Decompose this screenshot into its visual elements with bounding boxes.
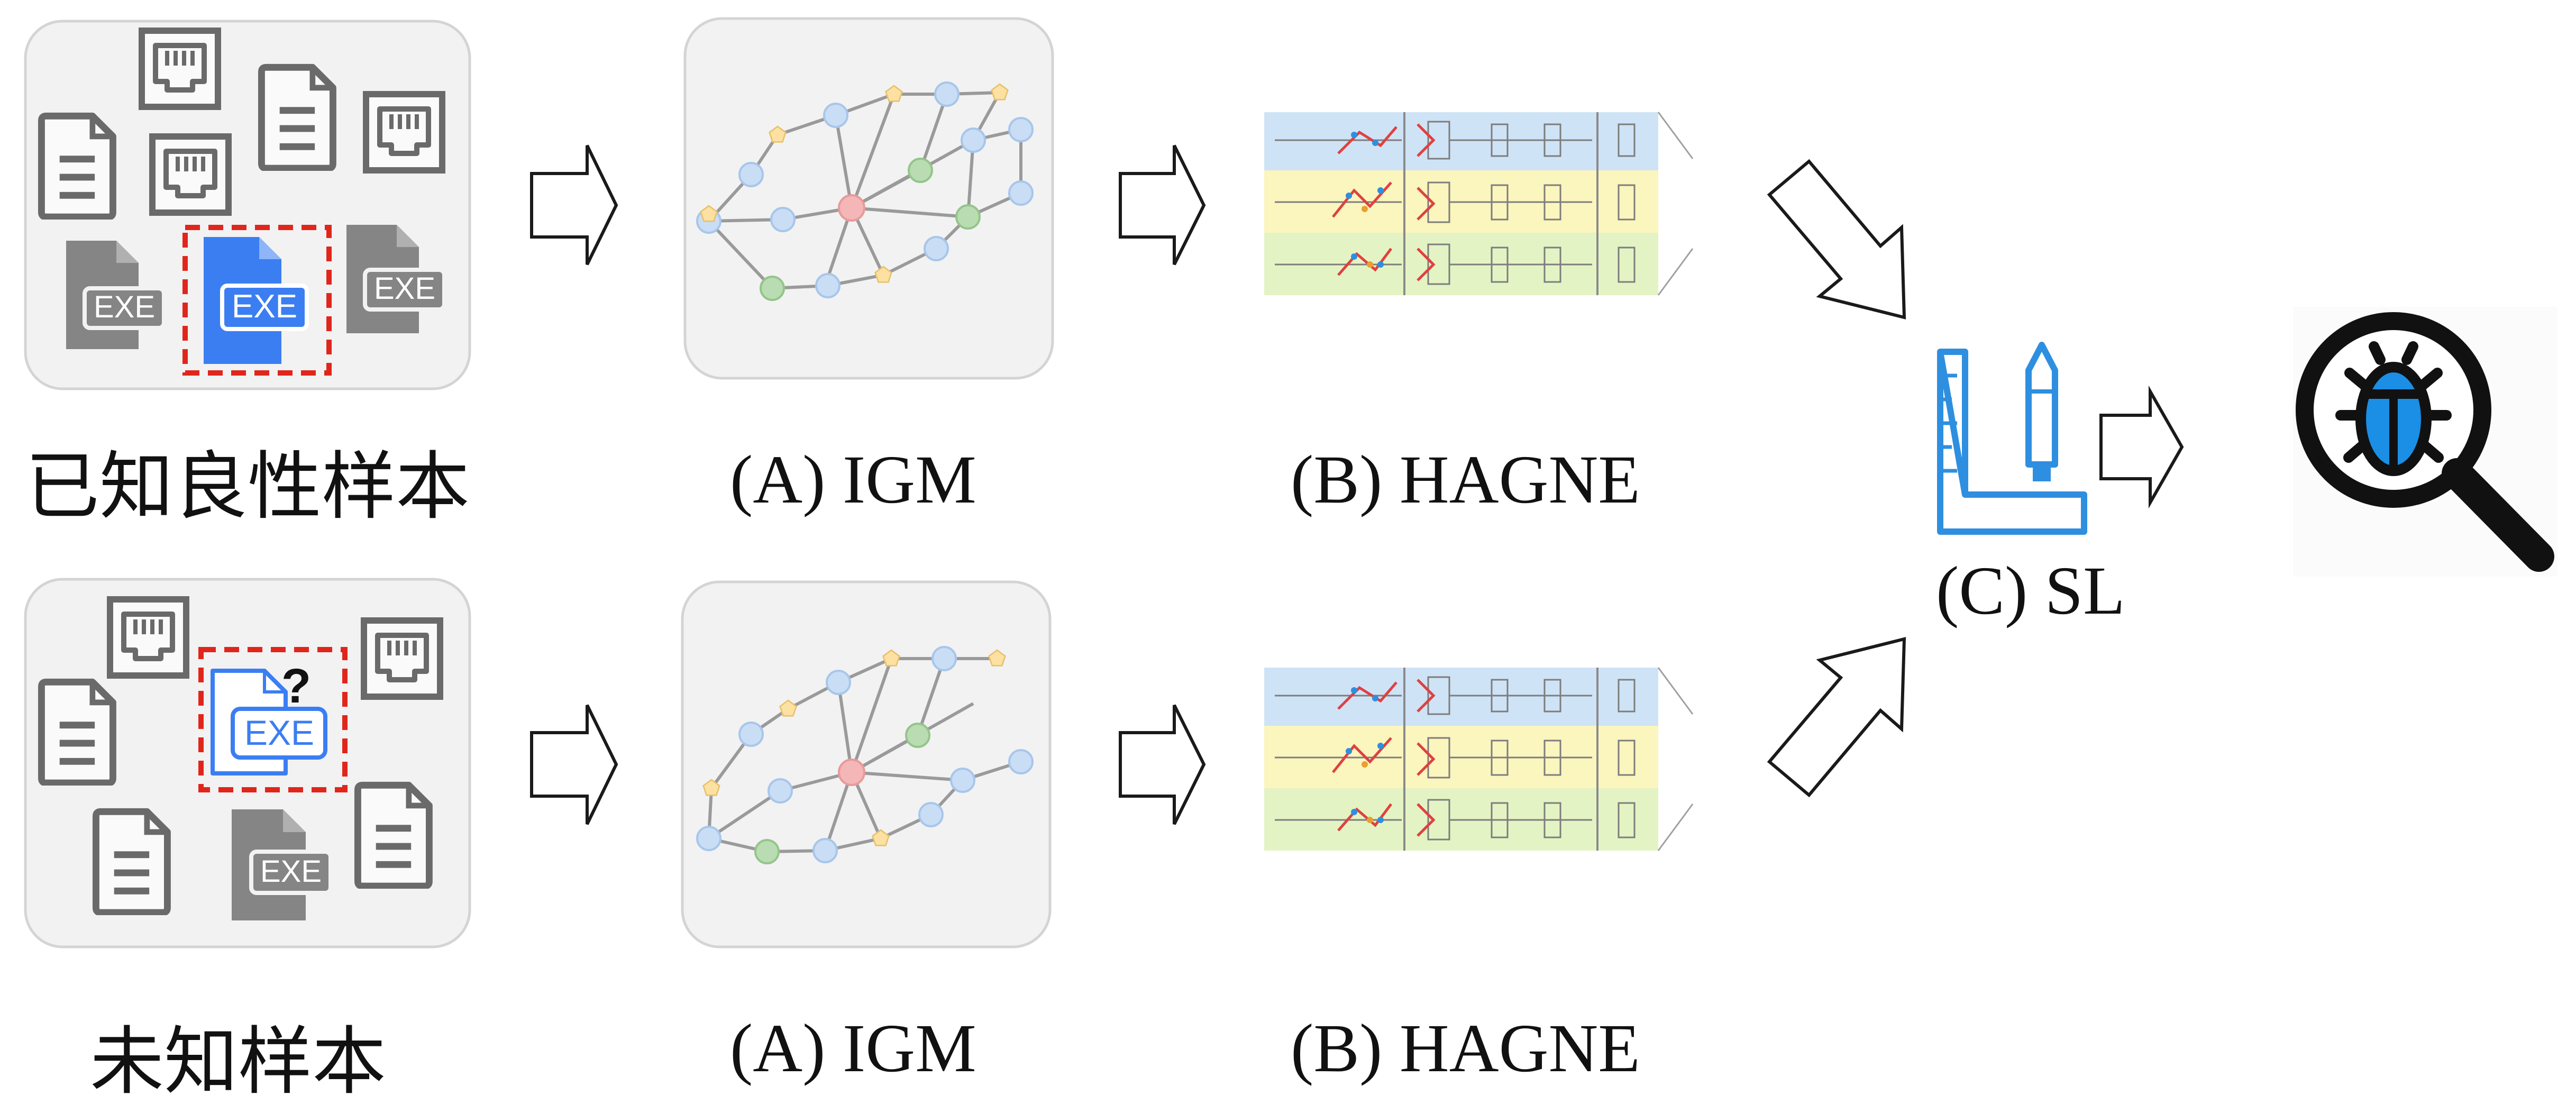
unknown-sample-panel: EXE EXE ? bbox=[24, 578, 471, 948]
arrow-to-igm bbox=[530, 144, 618, 266]
unknown-sample-label: 未知样本 bbox=[90, 1021, 386, 1103]
row-known: EXE EXE EXE 已知良性样本 bbox=[24, 17, 1906, 528]
document-icon bbox=[358, 785, 429, 886]
row-unknown: EXE EXE ? 未知样本 bbox=[24, 578, 1906, 1103]
arrow-to-hagne bbox=[1119, 704, 1206, 825]
exe-file-icon: EXE bbox=[232, 809, 333, 920]
ethernet-port-icon bbox=[142, 31, 218, 107]
sl-label: (C) SL bbox=[1936, 553, 2125, 629]
svg-text:EXE: EXE bbox=[260, 854, 322, 889]
question-mark-icon: ? bbox=[281, 659, 311, 713]
arrow-up-to-sl bbox=[1767, 637, 1906, 798]
svg-text:EXE: EXE bbox=[244, 713, 314, 752]
highlighted-exe-file: EXE bbox=[182, 225, 332, 376]
exe-file-icon: EXE bbox=[346, 225, 446, 333]
hagne-model-panel bbox=[1264, 112, 1694, 296]
svg-text:EXE: EXE bbox=[374, 271, 435, 306]
document-icon bbox=[41, 116, 113, 217]
svg-text:EXE: EXE bbox=[232, 288, 297, 325]
document-icon bbox=[261, 67, 333, 168]
ruler-pencil-icon bbox=[1937, 342, 2087, 535]
graph-nodes bbox=[696, 646, 1034, 864]
ethernet-port-icon bbox=[110, 599, 186, 676]
igm-graph-panel bbox=[683, 17, 1054, 380]
known-sample-panel: EXE EXE EXE bbox=[24, 20, 471, 390]
document-icon bbox=[41, 682, 113, 783]
graph-nodes bbox=[696, 81, 1034, 301]
svg-text:EXE: EXE bbox=[94, 290, 155, 324]
arrow-to-igm bbox=[530, 704, 618, 825]
hagne-model-panel bbox=[1264, 667, 1694, 851]
document-icon bbox=[96, 811, 167, 913]
known-igm-label: (A) IGM bbox=[730, 442, 976, 518]
exe-file-icon: EXE bbox=[66, 241, 166, 349]
known-hagne-label: (B) HAGNE bbox=[1291, 442, 1640, 518]
ethernet-port-icon bbox=[366, 94, 442, 170]
unknown-igm-label: (A) IGM bbox=[730, 1010, 976, 1087]
igm-graph-panel bbox=[681, 580, 1052, 948]
ethernet-port-icon bbox=[364, 621, 440, 697]
arrow-to-detection bbox=[2099, 385, 2184, 509]
unknown-hagne-label: (B) HAGNE bbox=[1291, 1010, 1640, 1087]
arrow-to-hagne bbox=[1119, 144, 1206, 266]
ethernet-port-icon bbox=[152, 136, 229, 213]
magnifier-bug-icon bbox=[2293, 307, 2557, 577]
arrow-down-to-sl bbox=[1767, 159, 1906, 320]
highlighted-unknown-exe-file: EXE ? bbox=[198, 647, 348, 792]
known-sample-label: 已知良性样本 bbox=[25, 446, 470, 528]
